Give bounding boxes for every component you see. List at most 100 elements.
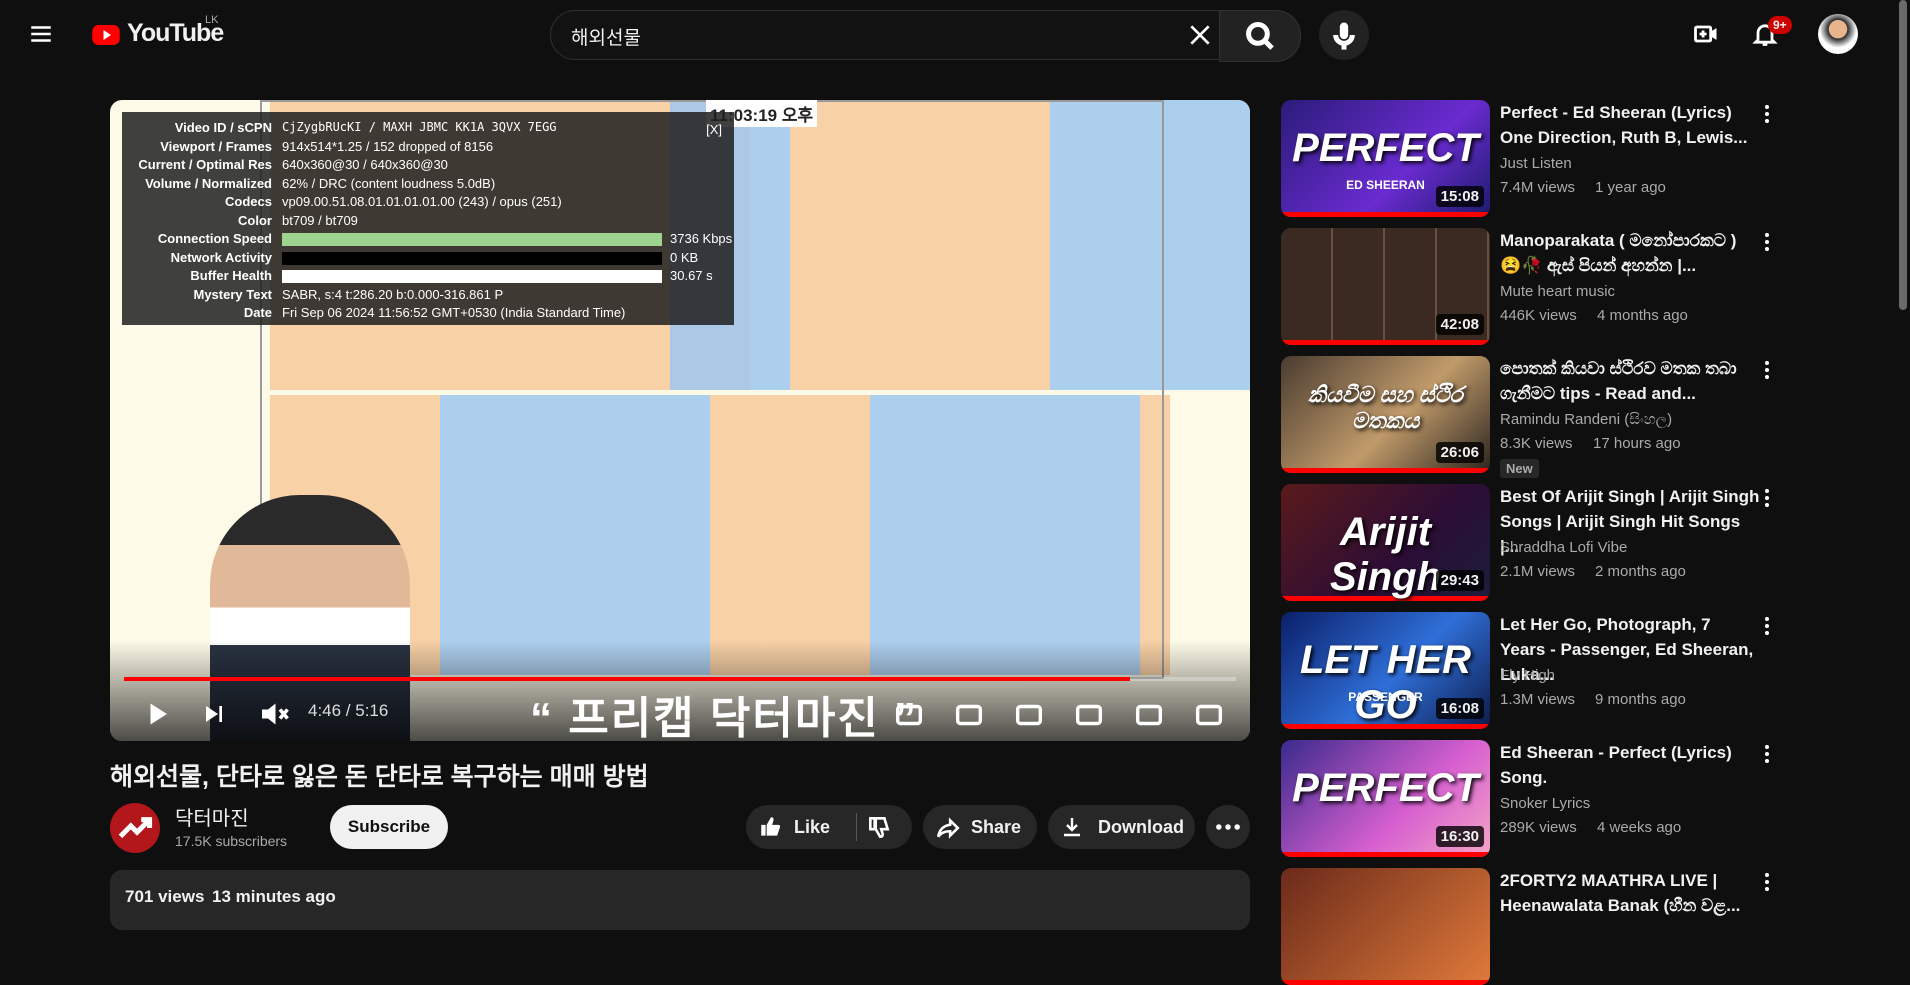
theater-button[interactable] bbox=[1132, 698, 1166, 732]
mic-button[interactable] bbox=[1319, 10, 1369, 60]
fullscreen-button[interactable] bbox=[1192, 698, 1226, 732]
chart-band bbox=[790, 100, 1050, 390]
sidebar-age: 9 months ago bbox=[1595, 691, 1686, 708]
scrollbar-thumb[interactable] bbox=[1899, 0, 1907, 310]
stats-label: Video ID / sCPN bbox=[174, 120, 272, 135]
item-menu[interactable] bbox=[1755, 486, 1779, 510]
watched-bar bbox=[1281, 340, 1490, 345]
stats-close[interactable]: [X] bbox=[706, 122, 722, 137]
video-player[interactable]: 11:03:19 오후 [X] Video ID / sCPN CjZygbRUcKI… bbox=[110, 100, 1250, 741]
stats-label: Date bbox=[243, 305, 272, 320]
subtitles-button[interactable] bbox=[952, 698, 986, 732]
sidebar-views: 446K views bbox=[1500, 307, 1577, 324]
video-overlay-text: “ 프리캡 닥터마진 ” bbox=[530, 694, 919, 741]
stats-graph bbox=[282, 233, 662, 246]
share-button[interactable]: Share bbox=[923, 805, 1037, 849]
watched-bar bbox=[1281, 852, 1490, 857]
more-actions-button[interactable] bbox=[1206, 805, 1250, 849]
miniplayer-button[interactable] bbox=[1072, 698, 1106, 732]
sidebar-channel: Fly High bbox=[1500, 667, 1556, 684]
clear-button[interactable] bbox=[1187, 22, 1213, 48]
menu-button[interactable] bbox=[28, 21, 54, 47]
sidebar-title[interactable]: පොතක් කියවා ස්ථිරව මතක තබා ගැනීමට tips -… bbox=[1500, 359, 1737, 403]
stats-value: CjZygbRUcKI / MAXH JBMC KK1A 3QVX 7EGG bbox=[282, 120, 557, 134]
stats-value: vp09.00.51.08.01.01.01.01.00 (243) / opu… bbox=[282, 194, 562, 209]
thumbnail[interactable]: 42:08 bbox=[1281, 228, 1490, 345]
thumbnail[interactable]: PERFECT ED SHEERAN 15:08 bbox=[1281, 100, 1490, 217]
stats-graph bbox=[282, 270, 662, 283]
thumbnail[interactable]: PERFECT 16:30 bbox=[1281, 740, 1490, 857]
thumbnail[interactable]: LET HER GO PASSENGER 16:08 bbox=[1281, 612, 1490, 729]
create-button[interactable] bbox=[1692, 20, 1720, 48]
like-label[interactable]: Like bbox=[794, 817, 831, 837]
watched-bar bbox=[1281, 980, 1490, 985]
search-box[interactable]: 해외선물 bbox=[550, 10, 1220, 60]
stats-label: Connection Speed bbox=[157, 231, 272, 246]
item-menu[interactable] bbox=[1755, 742, 1779, 766]
subscriber-count: 17.5K subscribers bbox=[175, 833, 288, 849]
thumbnail[interactable]: කියවීම සහ ස්ථිර මතකය 26:06 bbox=[1281, 356, 1490, 473]
item-menu[interactable] bbox=[1755, 230, 1779, 254]
subscribe-button[interactable]: Subscribe bbox=[330, 805, 448, 849]
stats-label: Current / Optimal Res bbox=[138, 157, 272, 172]
sidebar-title[interactable]: Perfect - Ed Sheeran (Lyrics) One Direct… bbox=[1500, 103, 1748, 147]
thumbnail[interactable]: Arijit Singh 29:43 bbox=[1281, 484, 1490, 601]
stats-value: bt709 / bt709 bbox=[282, 212, 358, 228]
watched-bar bbox=[1281, 468, 1490, 473]
logo-text[interactable]: YouTube bbox=[127, 19, 224, 47]
sidebar-age: 1 year ago bbox=[1595, 179, 1666, 196]
item-menu[interactable] bbox=[1755, 614, 1779, 638]
watched-bar bbox=[1281, 724, 1490, 729]
time-display: 4:46 / 5:16 bbox=[308, 701, 389, 720]
download-label: Download bbox=[1098, 817, 1184, 837]
logo-icon[interactable] bbox=[87, 20, 125, 50]
thumbnail-subtext: PASSENGER bbox=[1348, 690, 1423, 704]
autoplay-toggle[interactable] bbox=[892, 698, 926, 732]
stats-label: Mystery Text bbox=[193, 286, 272, 302]
sidebar-channel: Just Listen bbox=[1500, 155, 1572, 172]
sidebar-age: 2 months ago bbox=[1595, 563, 1686, 580]
next-button[interactable] bbox=[198, 698, 230, 730]
play-button[interactable] bbox=[140, 696, 176, 732]
channel-name[interactable]: 닥터마진 bbox=[175, 808, 249, 830]
sidebar-title[interactable]: Best Of Arijit Singh | Arijit Singh Song… bbox=[1500, 487, 1760, 556]
sidebar-title[interactable]: Ed Sheeran - Perfect (Lyrics) Song. bbox=[1500, 743, 1732, 787]
thumbnail[interactable] bbox=[1281, 868, 1490, 985]
stats-value: 62% / DRC (content loudness 5.0dB) bbox=[282, 175, 496, 191]
avatar[interactable] bbox=[1818, 14, 1858, 54]
item-menu[interactable] bbox=[1755, 102, 1779, 126]
sidebar-views: 8.3K views bbox=[1500, 435, 1573, 452]
stats-value: 0 KB bbox=[670, 249, 699, 265]
thumbnail-text: Arijit Singh bbox=[1329, 510, 1442, 599]
like-group: Like bbox=[746, 805, 912, 849]
like-icon[interactable] bbox=[758, 814, 784, 840]
chart-band bbox=[440, 395, 710, 675]
download-icon bbox=[1060, 815, 1084, 839]
item-menu[interactable] bbox=[1755, 870, 1779, 894]
mute-button[interactable] bbox=[256, 696, 292, 732]
like-divider bbox=[856, 813, 857, 841]
download-button[interactable]: Download bbox=[1048, 805, 1195, 849]
thumbnail-subtext: ED SHEERAN bbox=[1346, 178, 1425, 192]
duration: 16:30 bbox=[1435, 826, 1484, 847]
duration: 15:08 bbox=[1435, 186, 1484, 207]
channel-avatar[interactable] bbox=[110, 803, 160, 853]
sidebar-channel: Mute heart music bbox=[1500, 283, 1616, 300]
sidebar-channel: Ramindu Randeni (සිංහල) bbox=[1500, 411, 1673, 428]
description-box[interactable]: 701 views 13 minutes ago bbox=[110, 870, 1250, 930]
settings-button[interactable] bbox=[1012, 698, 1046, 732]
search-button[interactable] bbox=[1219, 10, 1301, 62]
progress-played bbox=[124, 677, 1130, 681]
sidebar-title[interactable]: Let Her Go, Photograph, 7 Years - Passen… bbox=[1500, 615, 1754, 684]
sidebar-title[interactable]: 2FORTY2 MAATHRA LIVE | Heenawalata Banak… bbox=[1500, 871, 1741, 915]
item-menu[interactable] bbox=[1755, 358, 1779, 382]
controls-shade bbox=[110, 640, 1250, 741]
upload-age: 13 minutes ago bbox=[212, 887, 336, 906]
stats-panel: [X] Video ID / sCPN CjZygbRUcKI / MAXH JBM… bbox=[122, 112, 734, 325]
thumbnail-text: කියවීම සහ ස්ථිර මතකය bbox=[1308, 382, 1463, 433]
sidebar-title[interactable]: Manoparakata ( මනෝපාරකට ) 😫🥀 ඇස් පියන් අ… bbox=[1500, 231, 1737, 275]
duration: 16:08 bbox=[1435, 698, 1484, 719]
share-icon bbox=[935, 815, 961, 841]
dislike-button[interactable] bbox=[866, 814, 892, 840]
stats-label: Buffer Health bbox=[190, 268, 272, 283]
